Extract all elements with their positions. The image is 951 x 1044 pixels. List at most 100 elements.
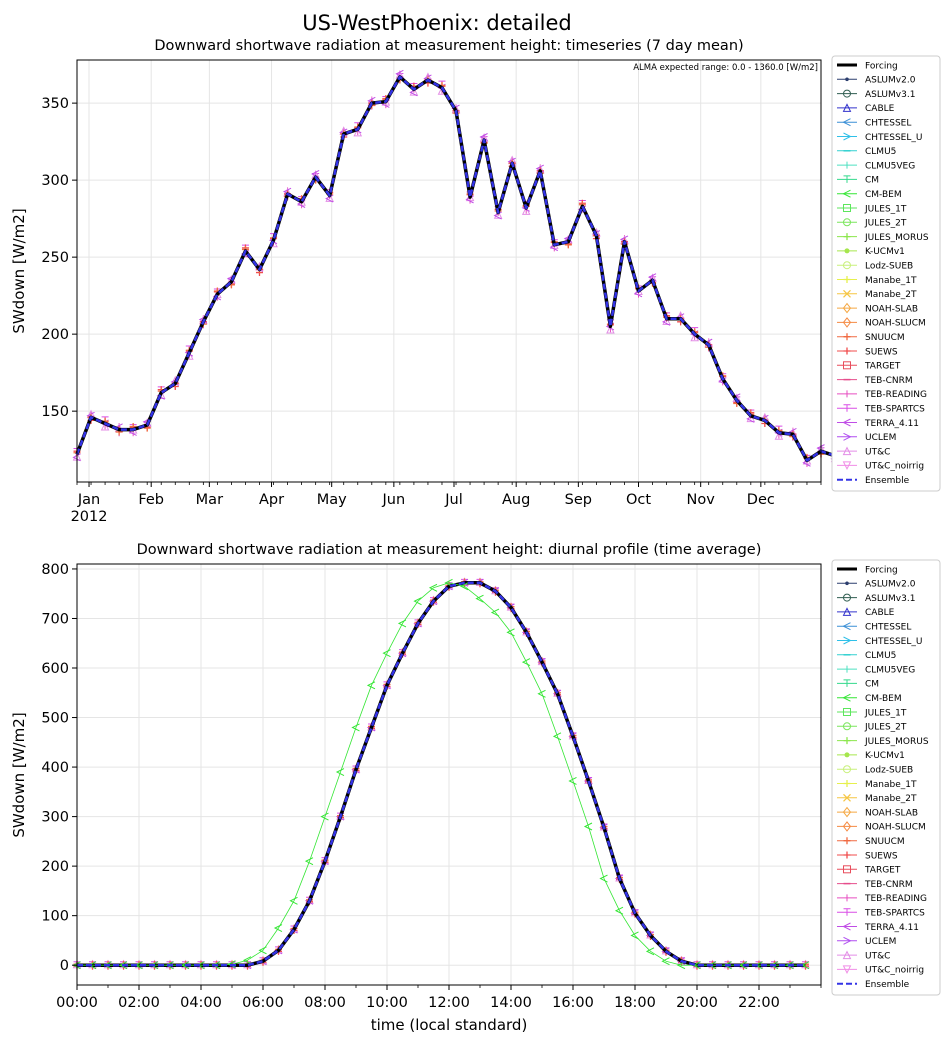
legend-marker bbox=[842, 622, 851, 631]
data-point bbox=[459, 582, 469, 591]
timeseries-series bbox=[72, 69, 840, 468]
data-point bbox=[521, 658, 531, 667]
data-point bbox=[583, 822, 593, 831]
series-line bbox=[77, 582, 806, 966]
data-point bbox=[165, 961, 174, 970]
legend-label: JULES_1T bbox=[864, 708, 907, 718]
legend-label: K-UCMv1 bbox=[865, 751, 905, 761]
legend-label: Lodz-SUEB bbox=[865, 262, 913, 272]
legend-label: JULES_MORUS bbox=[864, 737, 929, 747]
xtick-label: 14:00 bbox=[490, 995, 532, 1011]
legend-label: CABLE bbox=[865, 104, 895, 114]
legend-label: TEB-SPARTCS bbox=[864, 405, 925, 415]
diurnal-grid bbox=[76, 564, 821, 985]
legend-label: CLMU5 bbox=[865, 651, 896, 661]
data-point bbox=[645, 947, 655, 956]
timeseries-title: Downward shortwave radiation at measurem… bbox=[154, 38, 743, 54]
legend-label: NOAH-SLUCM bbox=[865, 319, 926, 329]
data-point bbox=[366, 681, 376, 690]
ytick-label: 300 bbox=[41, 810, 69, 826]
xtick-label: Aug bbox=[502, 492, 530, 508]
legend-marker bbox=[843, 793, 851, 802]
legend-marker bbox=[843, 289, 851, 298]
legend-marker bbox=[842, 189, 851, 198]
legend-marker bbox=[845, 581, 849, 586]
legend-label: TERRA_4.11 bbox=[864, 923, 919, 933]
legend-marker bbox=[842, 806, 852, 818]
legend-marker bbox=[843, 780, 851, 787]
legend-label: ASLUMv2.0 bbox=[865, 76, 916, 86]
data-point bbox=[382, 649, 391, 658]
legend-label: CHTESSEL_U bbox=[865, 133, 922, 143]
data-point bbox=[304, 857, 314, 866]
data-point bbox=[490, 608, 500, 617]
legend-marker bbox=[843, 233, 851, 241]
xtick-label: Jan bbox=[77, 492, 100, 508]
legend-marker bbox=[842, 965, 852, 975]
legend-marker bbox=[843, 89, 851, 98]
data-point bbox=[118, 961, 128, 970]
legend-label: CM-BEM bbox=[865, 190, 902, 200]
legend-label: ASLUMv2.0 bbox=[865, 580, 916, 590]
legend-marker bbox=[843, 204, 851, 212]
data-point bbox=[630, 931, 639, 940]
xtick-label: Feb bbox=[138, 492, 164, 508]
xtick-label: May bbox=[317, 492, 347, 508]
data-point bbox=[506, 628, 515, 637]
xtick-label: Oct bbox=[626, 492, 651, 508]
legend-label: Ensemble bbox=[865, 980, 910, 990]
legend-label: UCLEM bbox=[865, 937, 896, 947]
xtick-label: 08:00 bbox=[304, 995, 346, 1011]
legend-marker bbox=[843, 261, 851, 270]
ytick-label: 150 bbox=[41, 404, 69, 420]
legend-label: CHTESSEL bbox=[865, 623, 911, 633]
legend-marker bbox=[843, 865, 851, 874]
legend-marker bbox=[842, 821, 852, 832]
timeseries-grid bbox=[77, 60, 821, 482]
legend-marker bbox=[842, 118, 851, 127]
ytick-label: 0 bbox=[60, 958, 69, 974]
legend-marker bbox=[843, 132, 852, 141]
timeseries-chart: Downward shortwave radiation at measurem… bbox=[10, 38, 941, 525]
legend-label: TEB-READING bbox=[864, 390, 927, 400]
legend-marker bbox=[843, 276, 851, 283]
legend-marker bbox=[843, 837, 851, 845]
diurnal-ylabel: SWdown [W/m2] bbox=[10, 712, 28, 837]
legend-marker bbox=[843, 404, 851, 412]
data-point bbox=[413, 597, 422, 606]
legend-marker bbox=[843, 361, 851, 370]
legend-label: Forcing bbox=[865, 61, 898, 71]
timeseries-annotation: ALMA expected range: 0.0 - 1360.0 [W/m2] bbox=[633, 63, 818, 73]
legend-label: SNUUCM bbox=[865, 333, 905, 343]
xtick-label: 02:00 bbox=[118, 995, 160, 1011]
diurnal-series bbox=[72, 577, 810, 970]
xtick-label: Dec bbox=[747, 492, 775, 508]
data-point bbox=[428, 583, 438, 592]
legend-marker bbox=[843, 218, 851, 227]
data-point bbox=[723, 961, 732, 970]
xtick-label: Apr bbox=[259, 492, 284, 508]
ytick-label: 500 bbox=[41, 711, 69, 727]
legend-label: JULES_MORUS bbox=[864, 233, 929, 243]
legend-label: TARGET bbox=[864, 362, 901, 372]
legend-marker bbox=[844, 752, 850, 758]
legend-label: UT&C_noirrig bbox=[865, 462, 924, 472]
legend-label: ASLUMv3.1 bbox=[865, 594, 915, 604]
data-point bbox=[273, 924, 283, 932]
legend-label: Manabe_1T bbox=[865, 276, 917, 286]
data-point bbox=[72, 453, 81, 462]
data-point bbox=[289, 896, 298, 905]
xtick-label: Jul bbox=[444, 492, 463, 508]
legend-label: K-UCMv1 bbox=[865, 247, 905, 257]
data-point bbox=[444, 582, 453, 591]
diurnal-legend: Forcing ASLUMv2.0 ASLUMv3.1 CABLE CHTESSEL CH… bbox=[831, 559, 941, 996]
diurnal-xlabel: time (local standard) bbox=[371, 1016, 528, 1034]
legend-marker bbox=[843, 936, 852, 945]
xtick-label: Nov bbox=[687, 492, 716, 508]
data-point bbox=[661, 957, 670, 966]
data-point bbox=[537, 689, 546, 698]
ytick-label: 700 bbox=[41, 611, 69, 627]
legend-marker bbox=[843, 636, 852, 645]
legend-label: CLMU5 bbox=[865, 147, 896, 157]
